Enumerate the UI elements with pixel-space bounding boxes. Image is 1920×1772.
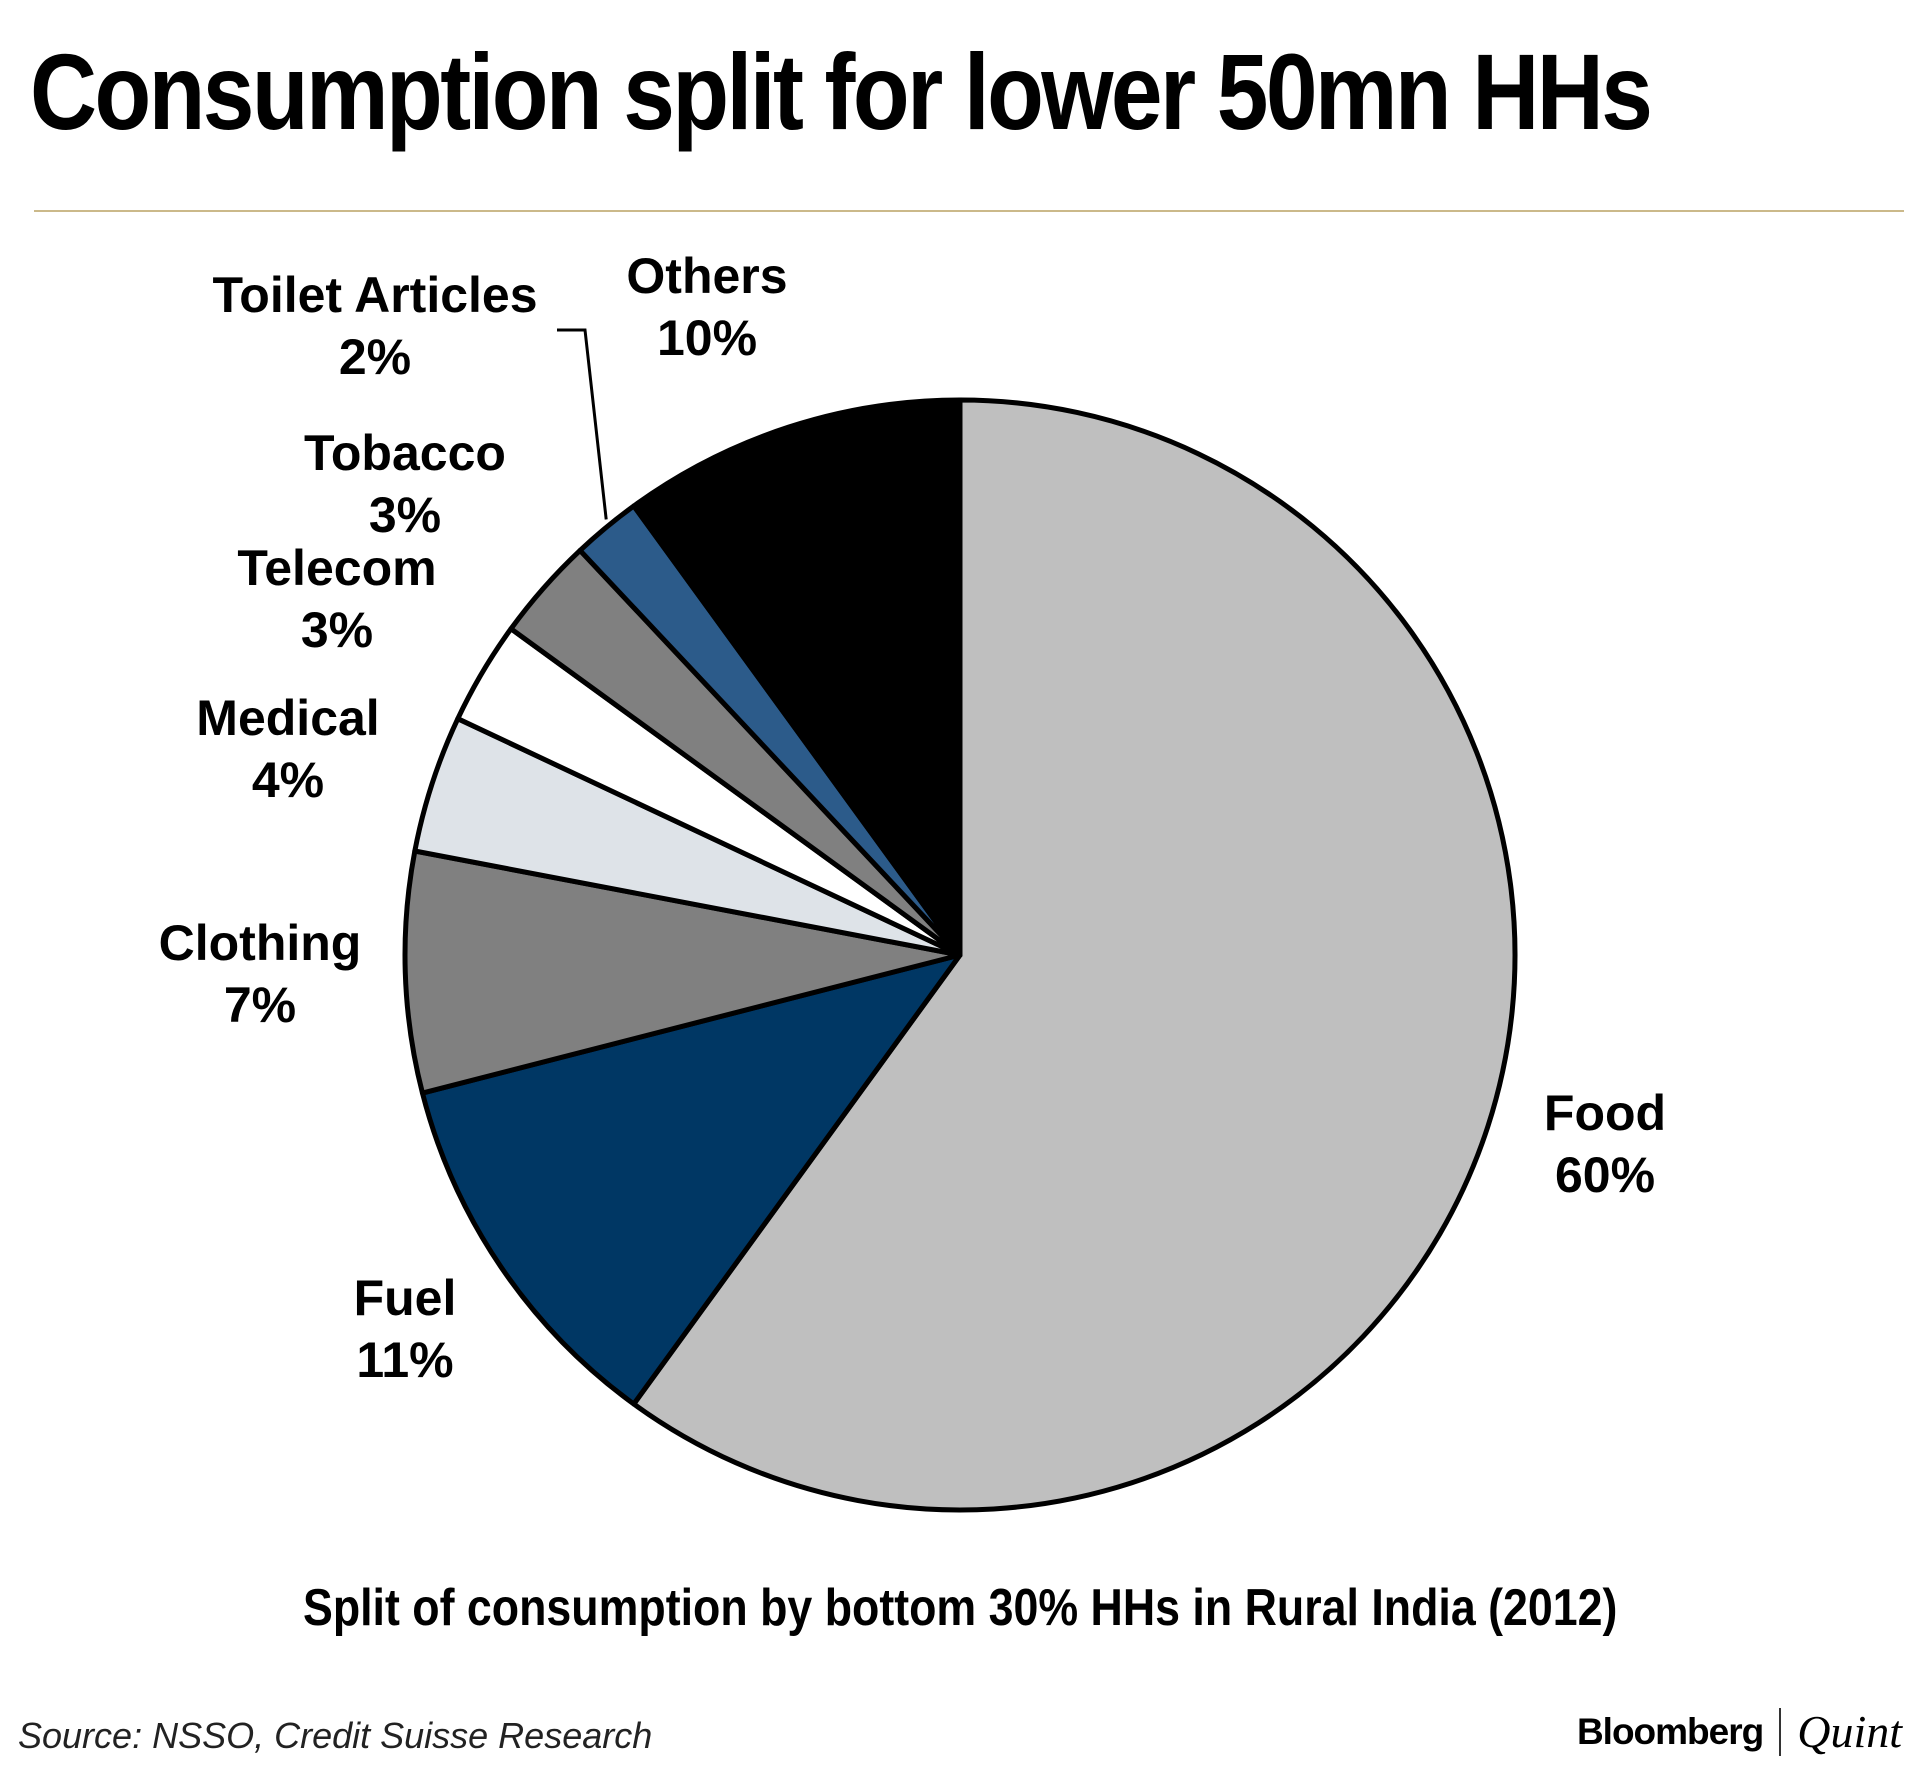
slice-label-medical: Medical 4%	[196, 690, 379, 808]
slice-label-fuel: Fuel 11%	[354, 1270, 457, 1388]
slice-label-others: Others 10%	[626, 248, 787, 366]
brand-secondary: Quint	[1797, 1706, 1902, 1757]
title-divider	[34, 210, 1904, 212]
chart-title: Consumption split for lower 50mn HHs	[30, 31, 1653, 152]
slice-labels: Food 60% Fuel 11% Clothing 7% Medical 4% Telecom…	[159, 248, 1666, 1388]
chart-subtitle: Split of consumption by bottom 30% HHs i…	[302, 1579, 1618, 1637]
source-note: Source: NSSO, Credit Suisse Research	[18, 1715, 653, 1756]
pie-slices	[402, 397, 1518, 1513]
leader-lines	[557, 328, 608, 520]
pie-slice-fuel	[419, 952, 963, 1407]
pie-slice-food	[631, 397, 1518, 1513]
pie-slice-others	[631, 397, 963, 958]
slice-label-telecom: Telecom 3%	[237, 540, 436, 658]
slice-label-food: Food 60%	[1544, 1085, 1666, 1203]
slice-label-tobacco: Tobacco 3%	[304, 425, 506, 543]
brand-separator	[1779, 1707, 1782, 1756]
slice-label-toilet-articles: Toilet Articles 2%	[212, 267, 537, 385]
brand-logo: Bloomberg Quint	[1577, 1705, 1902, 1758]
slice-label-clothing: Clothing 7%	[159, 915, 362, 1033]
pie-slice-clothing	[402, 848, 963, 1096]
leader-line-toilet-articles	[557, 328, 608, 520]
brand-primary: Bloomberg	[1576, 1710, 1764, 1752]
